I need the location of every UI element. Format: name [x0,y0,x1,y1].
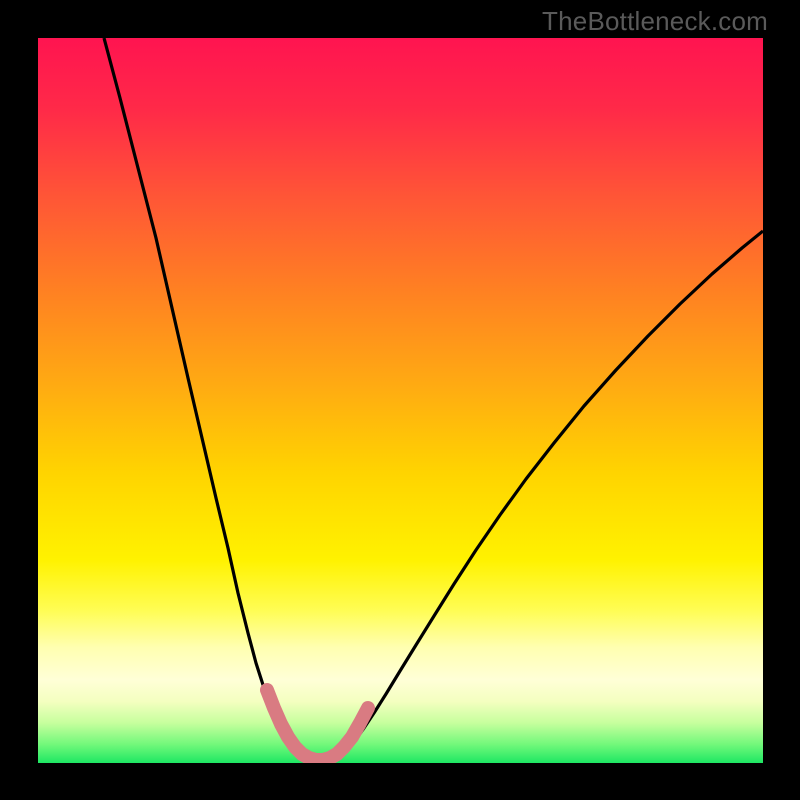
bottleneck-curve [104,38,763,763]
curve-layer [0,0,800,800]
watermark-text: TheBottleneck.com [542,6,768,37]
optimal-zone-highlight [267,690,368,760]
chart-frame: TheBottleneck.com [0,0,800,800]
